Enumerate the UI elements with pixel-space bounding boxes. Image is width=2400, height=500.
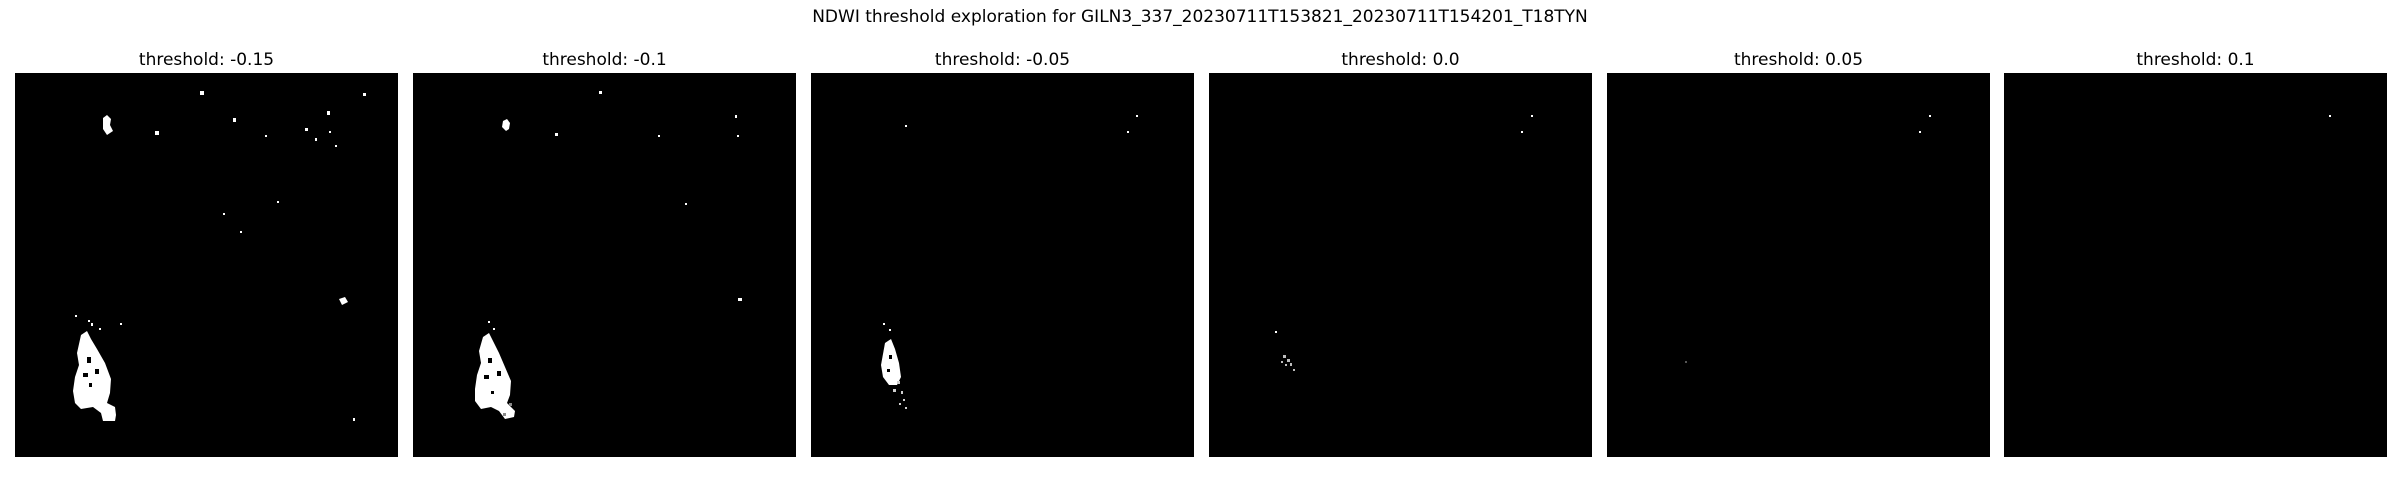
water-mask-image bbox=[2004, 73, 2387, 457]
water-mask-image bbox=[1209, 73, 1592, 457]
water-mask-image bbox=[413, 73, 796, 457]
figure-title: NDWI threshold exploration for GILN3_337… bbox=[812, 7, 1588, 27]
panel-title: threshold: -0.1 bbox=[542, 50, 667, 70]
panel-title: threshold: 0.05 bbox=[1733, 50, 1864, 70]
panel-threshold-neg-0-05: threshold: -0.05 bbox=[811, 49, 1194, 457]
panel-threshold-neg-0-15: threshold: -0.15 bbox=[15, 49, 398, 457]
panel-threshold-neg-0-1: threshold: -0.1 bbox=[413, 49, 796, 457]
panel-threshold-0-05: threshold: 0.05 bbox=[1607, 49, 1990, 457]
panel-title: threshold: 0.0 bbox=[1341, 50, 1460, 70]
panel-title: threshold: -0.05 bbox=[934, 50, 1071, 70]
panel-threshold-0-1: threshold: 0.1 bbox=[2004, 49, 2387, 457]
water-mask-image bbox=[15, 73, 398, 457]
panel-title: threshold: 0.1 bbox=[2136, 50, 2255, 70]
water-mask-image bbox=[811, 73, 1194, 457]
panel-threshold-0-0: threshold: 0.0 bbox=[1209, 49, 1592, 457]
panel-title: threshold: -0.15 bbox=[138, 50, 275, 70]
water-mask-image bbox=[1607, 73, 1990, 457]
